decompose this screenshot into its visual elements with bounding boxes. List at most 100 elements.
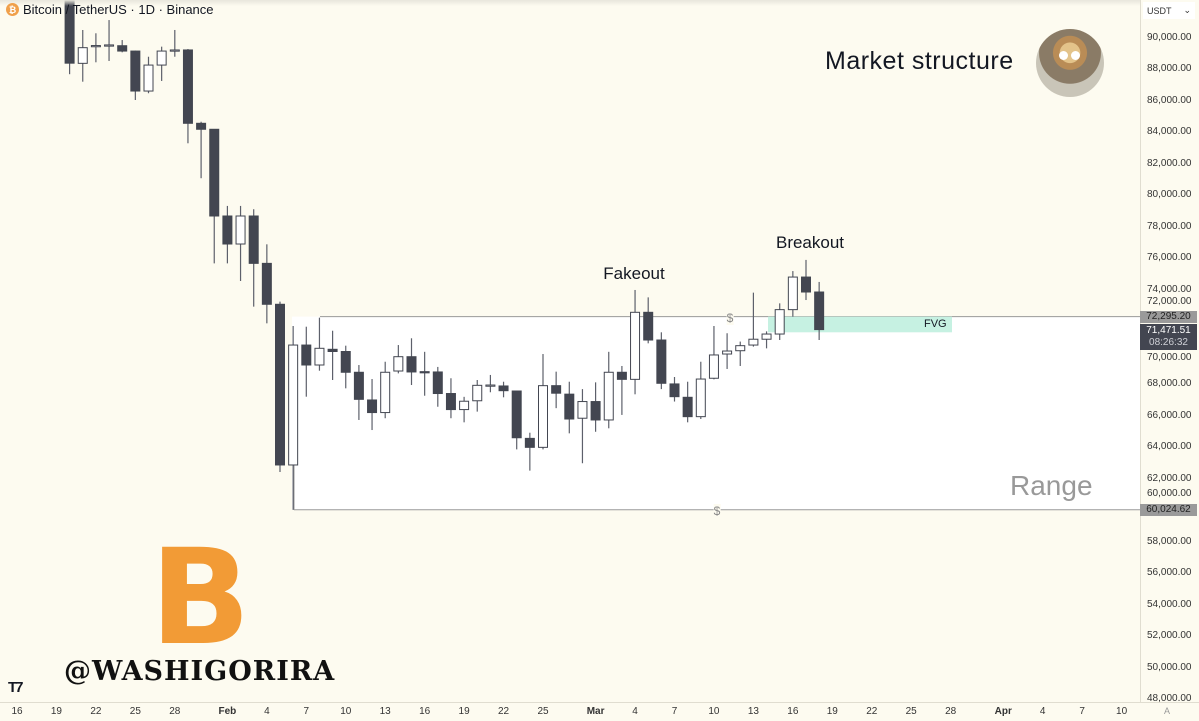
- price-tick-label: 86,000.00: [1147, 94, 1192, 106]
- price-tick-label: 66,000.00: [1147, 409, 1192, 421]
- currency-label: USDT: [1147, 5, 1172, 16]
- time-tick-label: 19: [826, 706, 838, 717]
- candle-bearish: [432, 371, 443, 395]
- price-tick-label: 84,000.00: [1147, 126, 1192, 138]
- time-tick-label: 19: [458, 706, 470, 717]
- annotation-fakeout: Fakeout: [603, 264, 665, 283]
- candle-bearish: [222, 215, 233, 245]
- chevron-down-icon: ⌄: [1183, 5, 1191, 15]
- range-high-price-label: 72,295.20: [1140, 311, 1197, 323]
- candle-bearish: [275, 303, 285, 466]
- candle-bearish: [340, 351, 351, 373]
- bitcoin-icon: ₿: [6, 3, 19, 16]
- tradingview-logo-icon[interactable]: T7: [8, 679, 23, 696]
- candle-bullish: [472, 384, 483, 402]
- price-tick-label: 50,000.00: [1147, 661, 1192, 673]
- time-tick-label: 4: [632, 706, 638, 717]
- candle-bullish: [77, 47, 88, 64]
- time-tick-label: 13: [747, 706, 759, 717]
- time-tick-label: 16: [11, 706, 23, 717]
- candle-bearish: [261, 262, 272, 305]
- candle-bullish: [630, 311, 641, 380]
- candle-bearish: [406, 356, 417, 373]
- time-tick-label: 16: [419, 706, 431, 717]
- candle-bearish: [511, 390, 522, 439]
- candle-bearish: [643, 311, 654, 341]
- author-avatar: [1036, 29, 1104, 97]
- price-tick-label: 70,000.00: [1147, 352, 1192, 363]
- current-price-label: 71,471.51 08:26:32: [1140, 324, 1197, 350]
- candle-bullish: [314, 347, 325, 366]
- time-tick-label: 19: [50, 706, 62, 717]
- candle-bullish: [735, 345, 746, 352]
- time-tick-label: Feb: [218, 706, 237, 717]
- candle-bullish: [787, 276, 798, 311]
- candle-bullish: [235, 215, 246, 245]
- time-tick-label: Apr: [994, 706, 1012, 717]
- candle-bearish: [551, 385, 562, 394]
- candle-bearish: [656, 339, 667, 384]
- price-tick-label: 62,000.00: [1147, 472, 1192, 484]
- price-tick-label: 76,000.00: [1147, 252, 1192, 264]
- price-tick-label: 90,000.00: [1147, 32, 1192, 43]
- fvg-zone: [768, 316, 952, 333]
- time-tick-label: 10: [708, 706, 720, 717]
- range-box: [292, 316, 1140, 510]
- candle-bearish: [564, 393, 575, 420]
- candle-bearish: [248, 215, 259, 264]
- price-tick-label: 80,000.00: [1147, 189, 1192, 201]
- time-tick-label: 7: [671, 706, 678, 717]
- candle-bearish: [117, 45, 128, 52]
- candle-bearish: [353, 371, 364, 400]
- candle-bullish: [603, 371, 614, 421]
- candle-bullish: [393, 356, 404, 372]
- candle-bearish: [209, 128, 220, 217]
- candle-bullish: [288, 344, 299, 466]
- auto-scale-button[interactable]: A: [1164, 706, 1171, 716]
- candle-bullish: [143, 64, 154, 92]
- price-tick-label: 72,000.00: [1147, 296, 1192, 307]
- candle-bearish: [524, 437, 535, 448]
- candle-bearish: [327, 348, 338, 353]
- time-tick-label: 7: [303, 706, 310, 717]
- candle-bearish: [682, 396, 693, 418]
- candle-bullish: [485, 384, 496, 387]
- annotation-fvg: FVG: [924, 318, 947, 330]
- price-tick-label: 60,000.00: [1147, 488, 1192, 499]
- time-tick-label: 22: [866, 706, 878, 717]
- time-tick-label: 4: [1039, 706, 1046, 717]
- candle-bullish: [459, 400, 470, 411]
- candle-bearish: [130, 50, 141, 92]
- price-tick-label: 78,000.00: [1147, 220, 1192, 232]
- price-tick-label: 52,000.00: [1147, 630, 1192, 642]
- time-tick-label: 7: [1079, 706, 1085, 717]
- candle-bearish: [445, 393, 456, 411]
- candle-bullish: [722, 350, 733, 355]
- range-low-price-label: 60,024.62: [1140, 504, 1197, 516]
- candle-bullish: [90, 45, 101, 48]
- time-tick-label: 28: [945, 706, 957, 717]
- time-tick-label: 22: [90, 706, 102, 717]
- candle-bullish: [104, 44, 115, 47]
- price-tick-label: 68,000.00: [1147, 378, 1192, 390]
- price-axis[interactable]: [1140, 0, 1199, 702]
- symbol-title[interactable]: ₿ Bitcoin / TetherUS · 1D · Binance: [6, 2, 214, 17]
- bitcoin-logo: B: [150, 521, 251, 675]
- time-tick-label: 28: [169, 706, 181, 717]
- time-tick-label: 10: [1116, 706, 1128, 717]
- time-tick-label: 16: [787, 706, 799, 717]
- candle-bullish: [774, 309, 785, 335]
- time-tick-label: 4: [264, 706, 270, 717]
- candle-bullish: [156, 50, 167, 66]
- time-axis[interactable]: [0, 702, 1199, 721]
- price-tick-label: 54,000.00: [1147, 598, 1192, 610]
- candlestick-chart[interactable]: [0, 0, 1140, 702]
- heading-market-structure: Market structure: [825, 47, 1014, 75]
- candle-bearish: [64, 0, 75, 64]
- candle-bullish: [748, 338, 759, 346]
- top-shadow: [0, 0, 1140, 6]
- currency-select[interactable]: USDT ⌄: [1143, 2, 1195, 19]
- price-tick-label: 74,000.00: [1147, 283, 1192, 295]
- annotation-breakout: Breakout: [775, 233, 845, 252]
- candle-bearish: [616, 371, 627, 380]
